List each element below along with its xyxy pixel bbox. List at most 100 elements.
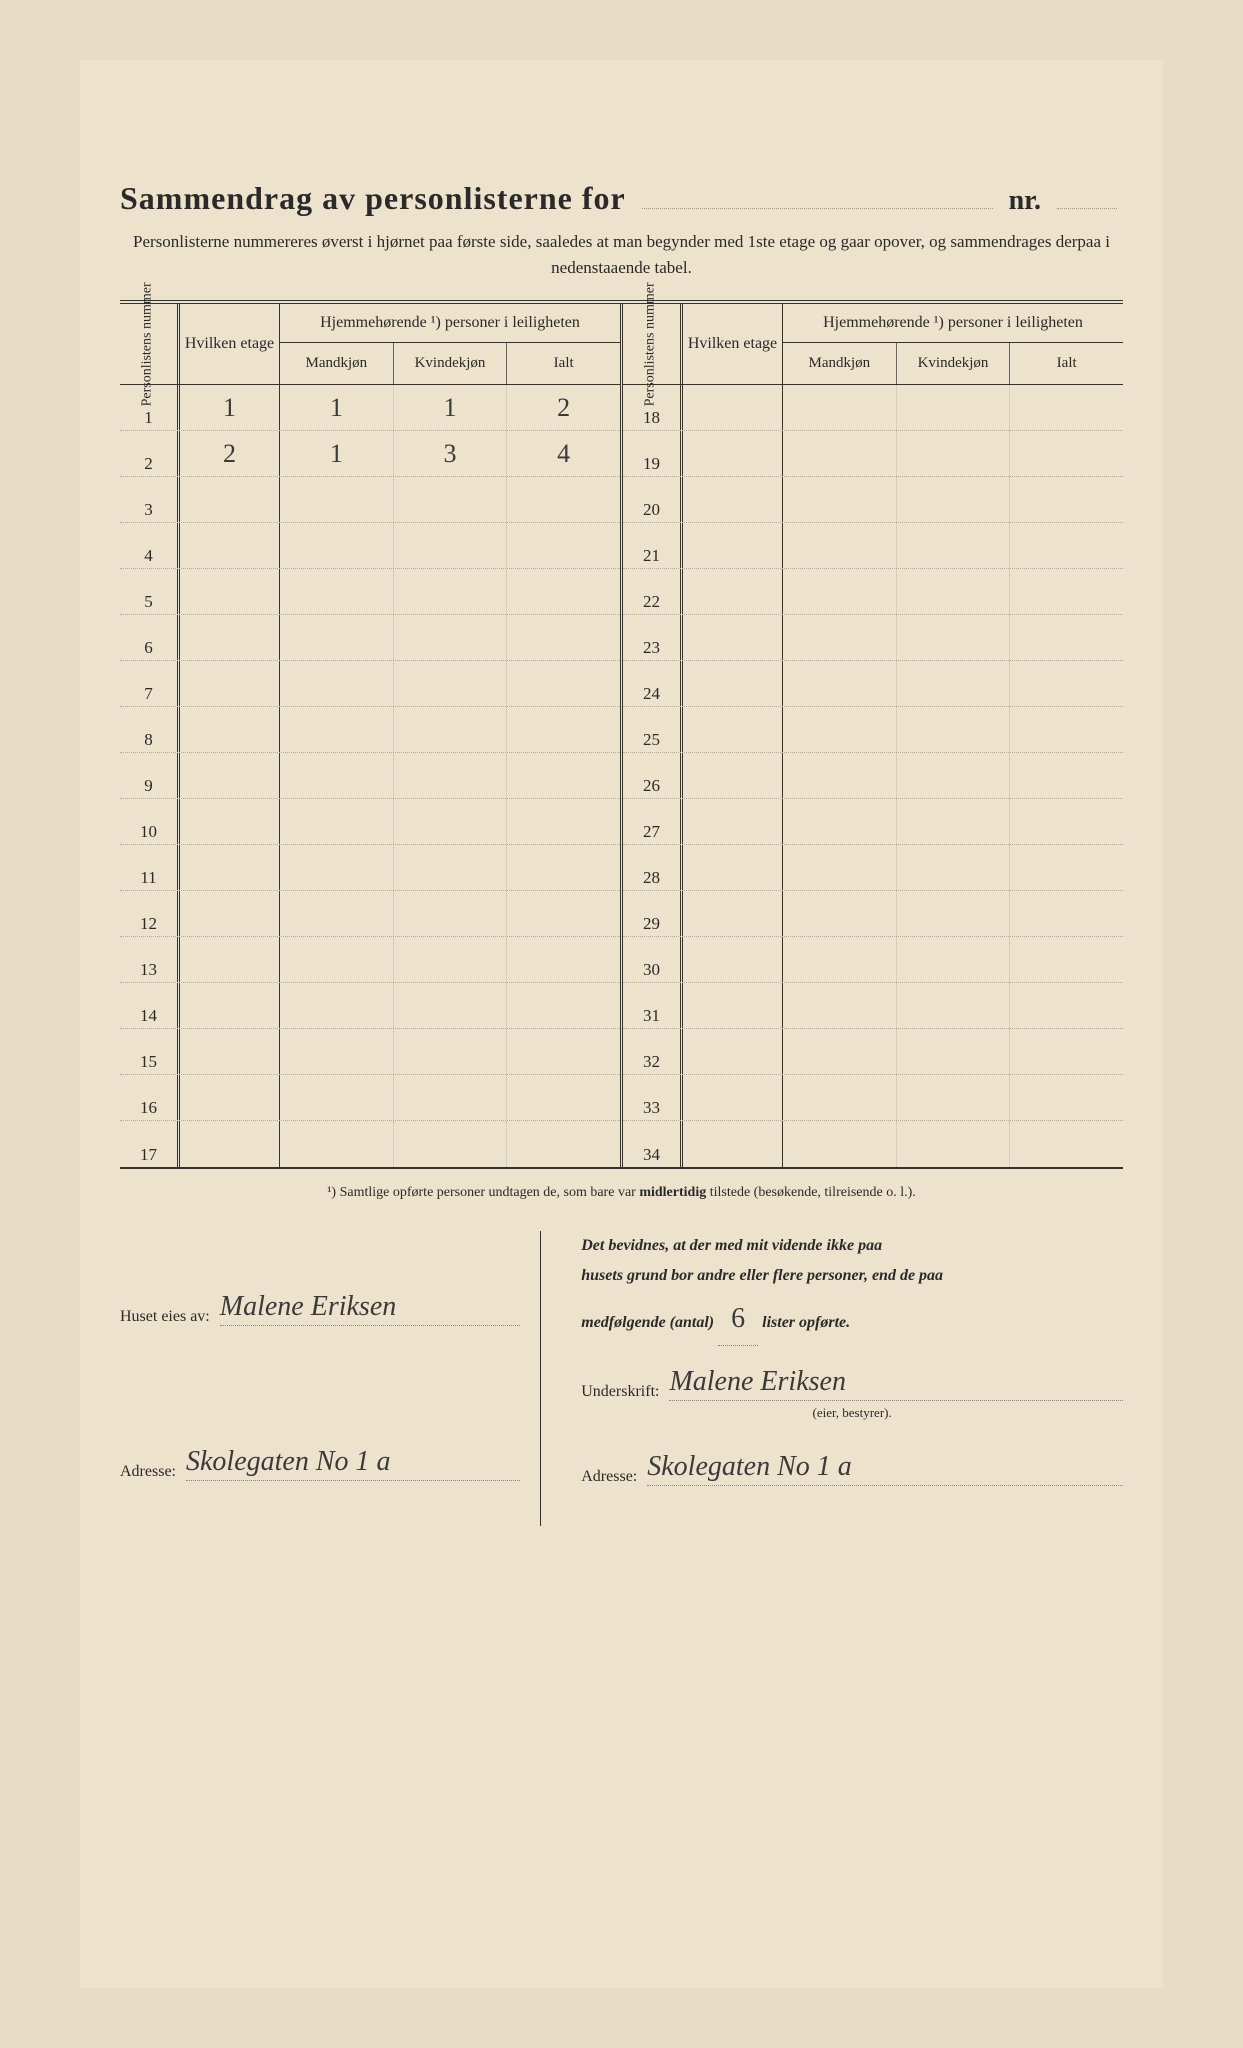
signature-value: Malene Eriksen (669, 1366, 1123, 1401)
cell-k (394, 799, 508, 844)
address-left-value: Skolegaten No 1 a (186, 1446, 520, 1481)
attestation-text: Det bevidnes, at der med mit vidende ikk… (581, 1231, 1123, 1346)
cell-etage (683, 523, 783, 568)
cell-m (280, 523, 394, 568)
table-row: 27 (623, 799, 1123, 845)
cell-i (1010, 523, 1123, 568)
list-count: 6 (718, 1292, 758, 1346)
cell-k (394, 1029, 508, 1074)
signature-label: Underskrift: (581, 1383, 659, 1401)
table-header-right: Personlistens nummer Hvilken etage Hjemm… (623, 304, 1123, 385)
address-right-field: Adresse: Skolegaten No 1 a (581, 1451, 1123, 1486)
row-number: 9 (120, 753, 180, 798)
cell-k (394, 753, 508, 798)
cell-i (1010, 1029, 1123, 1074)
cell-k (394, 615, 508, 660)
document-page: Sammendrag av personlisterne for nr. Per… (80, 60, 1163, 1988)
row-number: 27 (623, 799, 683, 844)
cell-m (783, 661, 897, 706)
cell-m (783, 477, 897, 522)
row-number: 19 (623, 431, 683, 476)
table-row: 13 (120, 937, 620, 983)
table-row: 29 (623, 891, 1123, 937)
col-mandkjon: Mandkjøn (280, 343, 394, 384)
cell-i (507, 799, 620, 844)
cell-m (280, 615, 394, 660)
table-row: 5 (120, 569, 620, 615)
row-number: 3 (120, 477, 180, 522)
cell-m (280, 661, 394, 706)
bottom-right: Det bevidnes, at der med mit vidende ikk… (571, 1231, 1123, 1526)
cell-m (280, 799, 394, 844)
cell-etage (683, 937, 783, 982)
table-row: 9 (120, 753, 620, 799)
cell-i (1010, 937, 1123, 982)
cell-m (280, 477, 394, 522)
cell-k (897, 1121, 1011, 1167)
cell-etage: 2 (180, 431, 280, 476)
table-header-left: Personlistens nummer Hvilken etage Hjemm… (120, 304, 620, 385)
cell-etage (683, 477, 783, 522)
cell-etage (683, 385, 783, 430)
table-row: 3 (120, 477, 620, 523)
cell-etage (683, 1121, 783, 1167)
title-nr-blank (1057, 189, 1117, 209)
cell-etage (180, 753, 280, 798)
table-row: 11112 (120, 385, 620, 431)
cell-k (897, 937, 1011, 982)
cell-m (280, 891, 394, 936)
table-row: 20 (623, 477, 1123, 523)
cell-k (897, 615, 1011, 660)
address-label: Adresse: (120, 1463, 176, 1481)
cell-i (1010, 385, 1123, 430)
row-number: 22 (623, 569, 683, 614)
table-row: 31 (623, 983, 1123, 1029)
col-hjemmehorende: Hjemmehørende ¹) personer i leiligheten … (783, 304, 1123, 384)
cell-etage (683, 891, 783, 936)
table-row: 17 (120, 1121, 620, 1167)
cell-etage (180, 937, 280, 982)
row-number: 2 (120, 431, 180, 476)
cell-etage (683, 799, 783, 844)
cell-i (1010, 845, 1123, 890)
cell-etage (180, 1075, 280, 1120)
row-number: 24 (623, 661, 683, 706)
cell-k (897, 891, 1011, 936)
cell-k (897, 569, 1011, 614)
cell-i (1010, 615, 1123, 660)
cell-i (507, 753, 620, 798)
table-body-left: 111122213434567891011121314151617 (120, 385, 620, 1167)
table-row: 34 (623, 1121, 1123, 1167)
cell-etage (683, 615, 783, 660)
cell-i (1010, 1121, 1123, 1167)
row-number: 28 (623, 845, 683, 890)
table-row: 25 (623, 707, 1123, 753)
cell-k (897, 661, 1011, 706)
row-number: 13 (120, 937, 180, 982)
row-number: 29 (623, 891, 683, 936)
cell-etage (180, 1029, 280, 1074)
col-mandkjon: Mandkjøn (783, 343, 897, 384)
cell-m (783, 1121, 897, 1167)
signature-field: Underskrift: Malene Eriksen (581, 1366, 1123, 1401)
cell-k (897, 523, 1011, 568)
cell-k (394, 937, 508, 982)
cell-k (394, 477, 508, 522)
address-left-field: Adresse: Skolegaten No 1 a (120, 1446, 520, 1481)
row-number: 10 (120, 799, 180, 844)
cell-k (897, 983, 1011, 1028)
cell-i (1010, 891, 1123, 936)
table-right-half: Personlistens nummer Hvilken etage Hjemm… (623, 304, 1123, 1167)
cell-i: 2 (507, 385, 620, 430)
cell-i (1010, 1075, 1123, 1120)
cell-m (783, 707, 897, 752)
cell-i (507, 661, 620, 706)
cell-m (280, 983, 394, 1028)
cell-k (897, 1029, 1011, 1074)
cell-k: 3 (394, 431, 508, 476)
table-row: 16 (120, 1075, 620, 1121)
cell-etage (683, 845, 783, 890)
row-number: 6 (120, 615, 180, 660)
cell-m (783, 937, 897, 982)
row-number: 8 (120, 707, 180, 752)
